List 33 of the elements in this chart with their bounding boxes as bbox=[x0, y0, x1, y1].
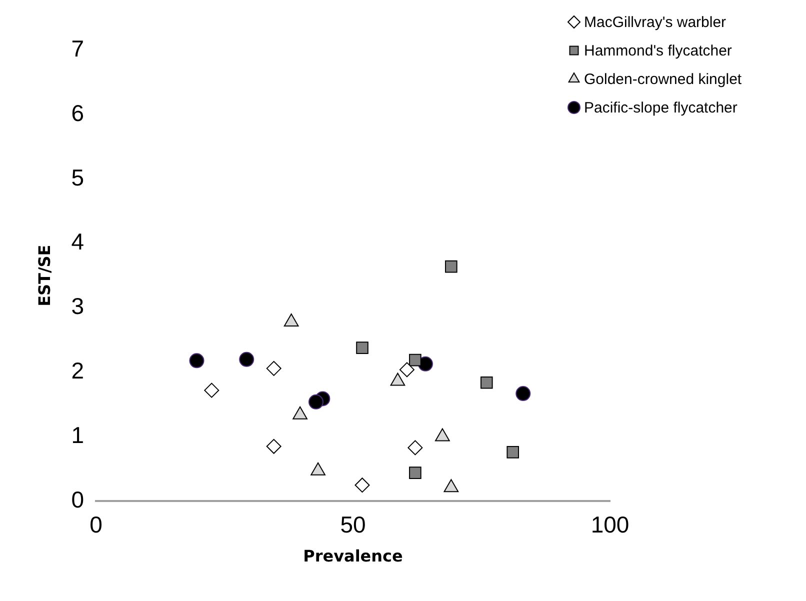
legend-label: Golden-crowned kinglet bbox=[584, 71, 742, 88]
x-tick-label: 0 bbox=[90, 511, 102, 538]
y-axis-title: EST/SE bbox=[34, 244, 54, 306]
legend-label: Hammond's flycatcher bbox=[584, 42, 732, 60]
point bbox=[204, 382, 220, 398]
y-tick-label: 7 bbox=[71, 35, 84, 62]
point bbox=[266, 438, 282, 454]
point bbox=[516, 386, 531, 402]
x-axis-title: Prevalence bbox=[303, 546, 404, 566]
x-tick-label: 100 bbox=[590, 511, 630, 538]
legend-label: MacGillvray's warbler bbox=[584, 14, 726, 32]
y-tick-label: 5 bbox=[71, 164, 84, 190]
x-tick-label: 50 bbox=[340, 511, 366, 538]
point bbox=[399, 362, 414, 378]
point bbox=[445, 260, 458, 273]
point bbox=[408, 440, 423, 456]
point bbox=[354, 478, 370, 493]
point bbox=[266, 360, 282, 376]
point bbox=[356, 342, 368, 354]
point bbox=[409, 466, 422, 479]
y-tick-label: 2 bbox=[71, 358, 84, 384]
y-tick-label: 1 bbox=[71, 422, 84, 448]
point bbox=[239, 352, 254, 367]
y-tick-label: 0 bbox=[71, 486, 84, 513]
point bbox=[480, 376, 493, 389]
y-tick-label: 4 bbox=[71, 228, 84, 255]
y-tick-label: 6 bbox=[71, 100, 84, 126]
point bbox=[409, 354, 422, 366]
point bbox=[308, 394, 324, 410]
point bbox=[189, 353, 204, 368]
point bbox=[506, 446, 520, 458]
legend-label: Pacific-slope flycatcher bbox=[584, 100, 738, 117]
y-tick-label: 3 bbox=[71, 293, 84, 320]
